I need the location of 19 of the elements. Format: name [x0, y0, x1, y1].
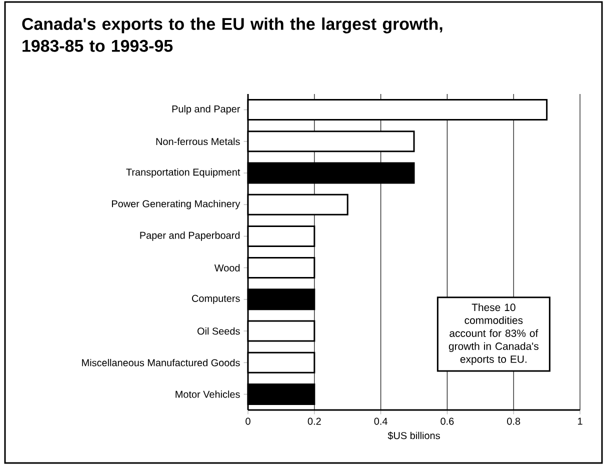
y-tick-label: Oil Seeds [198, 327, 240, 335]
y-tick-label: Pulp and Paper [172, 105, 240, 114]
x-tick-label: 1 [578, 418, 582, 425]
y-tick-label: Transportation Equipment [126, 168, 240, 178]
y-tick-label: Wood [214, 264, 240, 272]
x-axis-title: $US billions [388, 432, 440, 440]
y-tick-label: Miscellaneous Manufactured Goods [82, 358, 240, 366]
x-tick-label: 0.8 [507, 418, 520, 425]
x-tick-label: 0.6 [440, 418, 454, 425]
y-tick-label: Power Generating Machinery [112, 200, 240, 210]
x-tick-label: 0.4 [374, 418, 388, 425]
y-tick-label: Motor Vehicles [176, 390, 240, 398]
chart-title: Canada's exports to the EU with the largest growth, 1983-85 to 1993-95 [22, 18, 442, 52]
y-tick-label: Paper and Paperboard [140, 232, 240, 241]
y-tick-label: Computers [192, 294, 240, 304]
y-tick-label: Non-ferrous Metals [156, 138, 240, 146]
x-tick-label: 0.2 [308, 418, 321, 425]
annotation: These 10 commodities account for 83% of growth in Canada's exports to EU. [448, 303, 538, 365]
x-tick-label: 0 [246, 418, 250, 425]
